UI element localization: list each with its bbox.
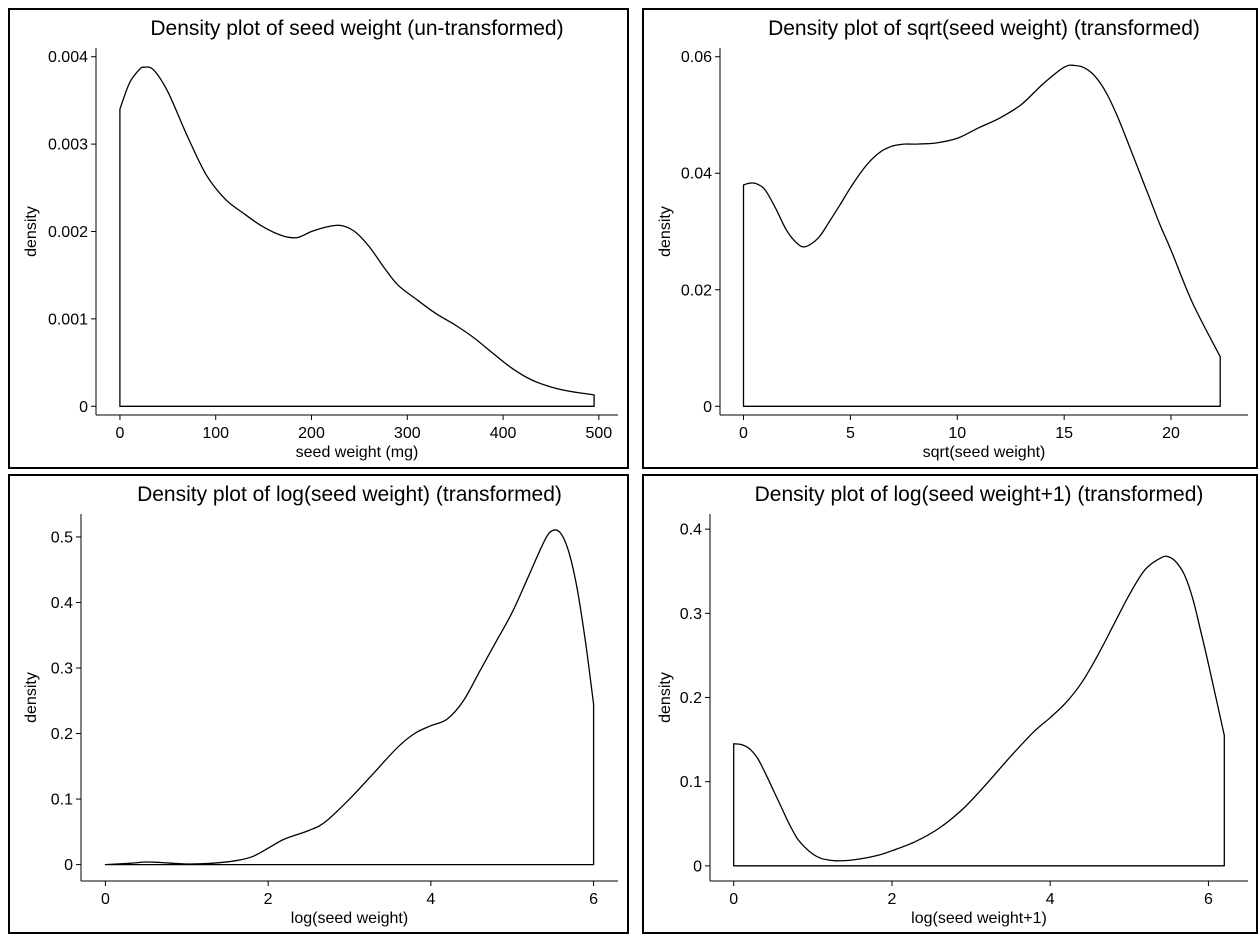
y-tick-label: 0 (703, 399, 712, 416)
y-tick-label: 0.2 (51, 726, 73, 743)
x-axis-label: sqrt(seed weight) (923, 444, 1046, 461)
x-tick-label: 500 (585, 425, 612, 442)
x-tick-label: 20 (1162, 425, 1180, 442)
y-tick-label: 0 (64, 857, 73, 874)
chart-title: Density plot of log(seed weight+1) (tran… (755, 483, 1204, 506)
y-tick-label: 0.06 (681, 49, 712, 66)
y-tick-label: 0.2 (680, 690, 702, 707)
x-tick-label: 300 (394, 425, 421, 442)
x-tick-label: 100 (202, 425, 229, 442)
y-tick-label: 0.3 (51, 661, 73, 678)
x-tick-label: 0 (115, 425, 124, 442)
x-tick-label: 4 (1046, 891, 1055, 908)
chart-title: Density plot of sqrt(seed weight) (trans… (768, 17, 1200, 40)
y-tick-label: 0.4 (680, 522, 702, 539)
x-tick-label: 0 (101, 891, 110, 908)
x-axis-label: log(seed weight+1) (911, 910, 1047, 927)
y-tick-label: 0.02 (681, 282, 712, 299)
density-curve (742, 64, 1221, 407)
chart-svg: Density plot of log(seed weight+1) (tran… (657, 483, 1248, 927)
x-tick-label: 2 (264, 891, 273, 908)
chart-title: Density plot of log(seed weight) (transf… (137, 483, 562, 506)
x-tick-label: 2 (888, 891, 897, 908)
y-tick-label: 0 (693, 858, 702, 875)
x-tick-label: 15 (1055, 425, 1073, 442)
x-tick-label: 6 (1204, 891, 1213, 908)
y-axis-label: density (657, 206, 674, 257)
density-panel-seed-weight: Density plot of seed weight (un-transfor… (8, 8, 629, 469)
chart-svg: Density plot of sqrt(seed weight) (trans… (657, 17, 1248, 461)
y-tick-label: 0.003 (48, 137, 88, 154)
y-tick-label: 0.004 (48, 49, 88, 66)
y-tick-label: 0.1 (51, 792, 73, 809)
density-curve (119, 66, 595, 407)
y-tick-label: 0.3 (680, 606, 702, 623)
x-axis-label: log(seed weight) (291, 910, 408, 927)
y-tick-label: 0.5 (51, 529, 73, 546)
chart-title: Density plot of seed weight (un-transfor… (150, 17, 563, 40)
y-tick-label: 0.001 (48, 311, 88, 328)
chart-svg: Density plot of log(seed weight) (transf… (23, 483, 618, 927)
x-tick-label: 6 (589, 891, 598, 908)
x-tick-label: 4 (426, 891, 435, 908)
y-tick-label: 0.04 (681, 166, 712, 183)
chart-svg: Density plot of seed weight (un-transfor… (23, 17, 618, 461)
y-tick-label: 0.1 (680, 774, 702, 791)
density-curve (733, 555, 1225, 867)
density-curve (104, 529, 595, 866)
x-axis-label: seed weight (mg) (296, 444, 419, 461)
x-tick-label: 0 (739, 425, 748, 442)
y-tick-label: 0.002 (48, 224, 88, 241)
density-panel-sqrt-seed-weight: Density plot of sqrt(seed weight) (trans… (642, 8, 1258, 469)
y-tick-label: 0.4 (51, 595, 73, 612)
y-axis-label: density (23, 672, 40, 723)
x-tick-label: 0 (729, 891, 738, 908)
y-axis-label: density (23, 206, 40, 257)
y-axis-label: density (657, 672, 674, 723)
density-panel-log-seed-weight-plus-1: Density plot of log(seed weight+1) (tran… (642, 474, 1258, 934)
x-tick-label: 10 (948, 425, 966, 442)
y-tick-label: 0 (79, 399, 88, 416)
x-tick-label: 5 (846, 425, 855, 442)
density-panel-log-seed-weight: Density plot of log(seed weight) (transf… (8, 474, 629, 934)
x-tick-label: 200 (298, 425, 325, 442)
x-tick-label: 400 (490, 425, 517, 442)
